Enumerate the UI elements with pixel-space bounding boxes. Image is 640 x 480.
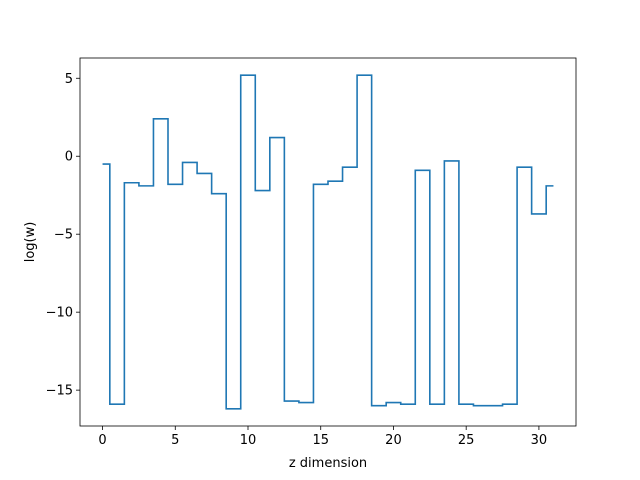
y-tick-label: 0 [65, 150, 73, 165]
x-tick-label: 5 [171, 433, 179, 448]
x-tick-label: 15 [312, 433, 329, 448]
y-axis-label: log(w) [23, 222, 38, 263]
x-tick-label: 10 [240, 433, 257, 448]
x-axis-label: z dimension [289, 456, 367, 471]
x-axis-ticks: 0 5 10 15 20 25 30 [98, 426, 547, 448]
series-step-line [102, 74, 554, 410]
y-tick-label: −5 [54, 228, 73, 243]
series-layer [102, 74, 554, 410]
x-tick-label: 0 [98, 433, 106, 448]
y-tick-label: −15 [46, 384, 73, 399]
x-tick-label: 20 [385, 433, 402, 448]
axes-frame [79, 57, 577, 427]
y-axis-ticks: 5 0 −5 −10 −15 [46, 72, 80, 399]
x-tick-label: 25 [458, 433, 475, 448]
x-tick-label: 30 [531, 433, 548, 448]
y-tick-label: 5 [65, 72, 73, 87]
y-tick-label: −10 [46, 306, 73, 321]
